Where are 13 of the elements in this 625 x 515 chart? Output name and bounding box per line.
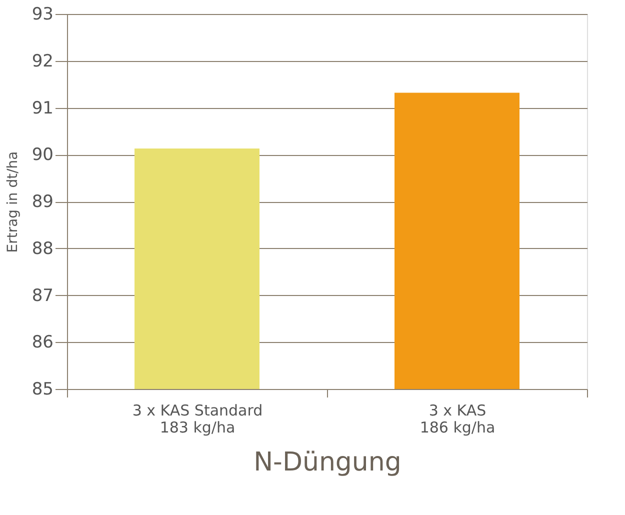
y-tick-label: 86 [32, 332, 54, 353]
y-tick-label: 89 [32, 192, 54, 212]
x-tick-label: 3 x KAS 186 kg/ha [420, 402, 496, 436]
x-axis-title: N-Düngung [254, 448, 402, 478]
y-tick-label: 92 [32, 51, 54, 72]
y-tick-label: 85 [32, 380, 54, 400]
x-tick-label: 3 x KAS Standard 183 kg/ha [132, 402, 263, 436]
y-tick-label: 90 [32, 145, 54, 166]
y-axis-title: Ertrag in dt/ha [4, 151, 21, 253]
y-tick-label: 88 [32, 238, 54, 259]
y-tick-label: 91 [32, 98, 54, 118]
y-tick-label: 93 [32, 4, 54, 24]
y-tick-label: 87 [32, 286, 54, 306]
